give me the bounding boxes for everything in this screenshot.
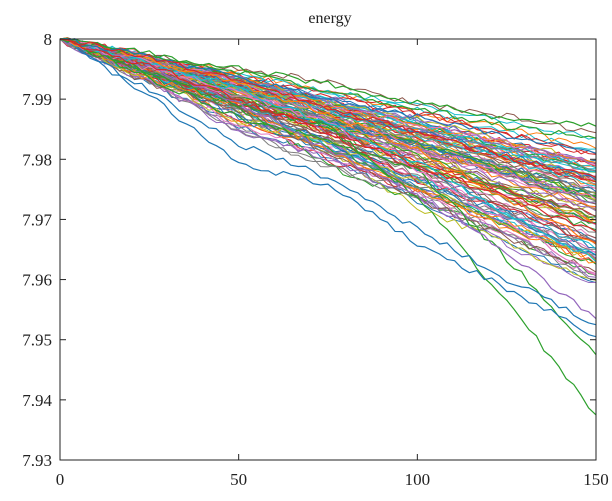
series-line-11 xyxy=(59,38,597,154)
x-tick-label: 100 xyxy=(405,470,431,489)
y-tick-label: 7.97 xyxy=(22,210,52,229)
x-tick-label: 50 xyxy=(230,470,247,489)
series-line-3 xyxy=(59,38,597,338)
x-tick-label: 150 xyxy=(583,470,609,489)
x-tick-label: 0 xyxy=(56,470,65,489)
y-tick-label: 7.93 xyxy=(22,451,52,470)
y-tick-label: 7.95 xyxy=(22,331,52,350)
bundle-series-line xyxy=(59,38,597,250)
bundle-series-line xyxy=(59,38,597,250)
series-line-2 xyxy=(59,38,597,356)
series-line-8 xyxy=(59,38,597,245)
series-line-13 xyxy=(59,38,597,232)
y-tick-label: 7.99 xyxy=(22,90,52,109)
bundle-series-line xyxy=(59,38,597,190)
bundle-series-line xyxy=(59,38,597,219)
axes-layer: 0 50 100 150 7.93 7.94 7.95 7.96 7.97 7.98 7.99 8 xyxy=(22,30,609,489)
series-line-6 xyxy=(59,38,597,275)
bundle-series-line xyxy=(59,38,597,273)
plot-frame xyxy=(59,38,597,461)
series-line-1 xyxy=(59,38,597,416)
bundle-series-line xyxy=(59,38,597,278)
y-tick-label: 7.96 xyxy=(22,271,52,290)
series-line-9 xyxy=(59,38,597,127)
series-line-4 xyxy=(59,38,597,326)
y-tick-label: 7.94 xyxy=(22,391,52,410)
series-layer xyxy=(59,37,597,416)
bundle-series-line xyxy=(59,38,597,183)
y-tick-label: 8 xyxy=(44,30,53,49)
y-tick-label: 7.98 xyxy=(22,150,52,169)
series-line-12 xyxy=(59,38,597,178)
chart-title: energy xyxy=(308,10,351,27)
bundle-series-line xyxy=(59,38,597,217)
